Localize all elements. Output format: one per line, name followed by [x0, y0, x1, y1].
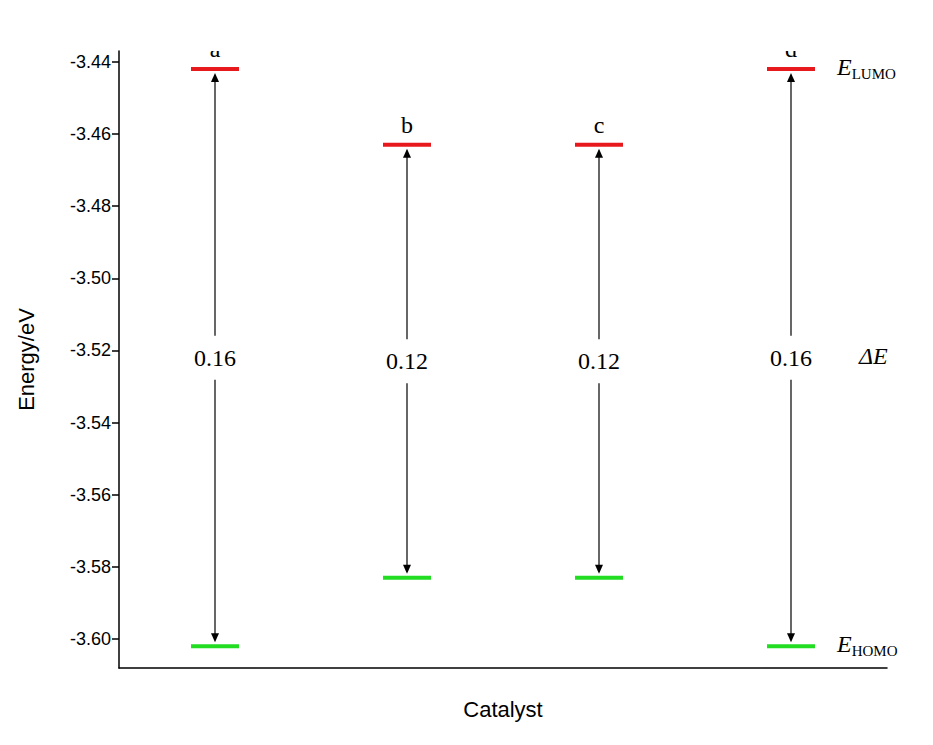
svg-text:-3.60: -3.60 — [70, 629, 111, 649]
svg-text:0.12: 0.12 — [386, 348, 428, 374]
svg-text:b: b — [401, 112, 413, 138]
svg-text:-3.52: -3.52 — [70, 340, 111, 360]
svg-text:-3.44: -3.44 — [70, 52, 111, 72]
svg-text:-3.58: -3.58 — [70, 557, 111, 577]
svg-text:-3.56: -3.56 — [70, 485, 111, 505]
svg-text:d: d — [785, 36, 797, 62]
svg-text:-3.46: -3.46 — [70, 124, 111, 144]
svg-text:-3.54: -3.54 — [70, 413, 111, 433]
svg-text:c: c — [594, 112, 605, 138]
svg-text:0.16: 0.16 — [194, 345, 236, 371]
svg-text:-3.50: -3.50 — [70, 268, 111, 288]
svg-text:0.12: 0.12 — [578, 348, 620, 374]
svg-text:E: E — [836, 631, 852, 657]
svg-text:Energy/eV: Energy/eV — [14, 308, 39, 411]
svg-text:E: E — [836, 54, 852, 80]
svg-text:-3.48: -3.48 — [70, 196, 111, 216]
svg-text:ΔE: ΔE — [858, 343, 888, 369]
svg-text:a: a — [210, 36, 221, 62]
svg-text:Catalyst: Catalyst — [463, 697, 542, 722]
svg-text:LUMO: LUMO — [852, 66, 896, 82]
svg-text:HOMO: HOMO — [852, 643, 898, 659]
svg-text:0.16: 0.16 — [770, 345, 812, 371]
